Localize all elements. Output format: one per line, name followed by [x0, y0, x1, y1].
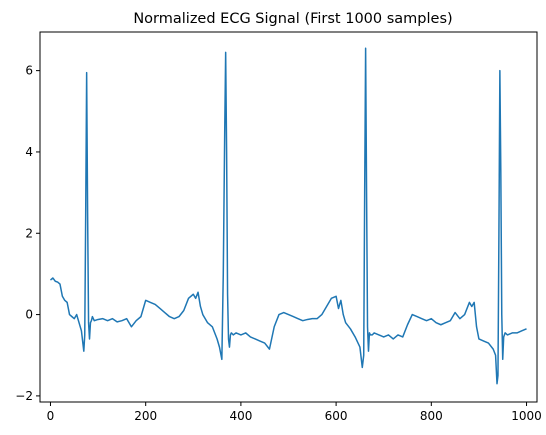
y-tick-label: 2 — [25, 226, 33, 240]
y-tick-label: 0 — [25, 308, 33, 322]
y-axis: −2 0 2 4 6 — [15, 64, 40, 403]
axes-frame — [39, 31, 538, 403]
x-axis: 0 200 400 600 800 1000 — [47, 402, 542, 423]
y-tick-label: 4 — [25, 145, 33, 159]
x-tick-label: 600 — [325, 409, 348, 423]
x-tick-label: 200 — [134, 409, 157, 423]
chart-title: Normalized ECG Signal (First 1000 sample… — [133, 11, 452, 27]
x-tick-label: 800 — [420, 409, 443, 423]
plot-area — [49, 47, 527, 385]
y-tick-label: 6 — [25, 64, 33, 78]
data-series-line — [49, 47, 527, 385]
x-tick-label: 0 — [47, 409, 55, 423]
x-tick-label: 400 — [229, 409, 252, 423]
x-tick-label: 1000 — [511, 409, 542, 423]
y-tick-label: −2 — [15, 389, 33, 403]
